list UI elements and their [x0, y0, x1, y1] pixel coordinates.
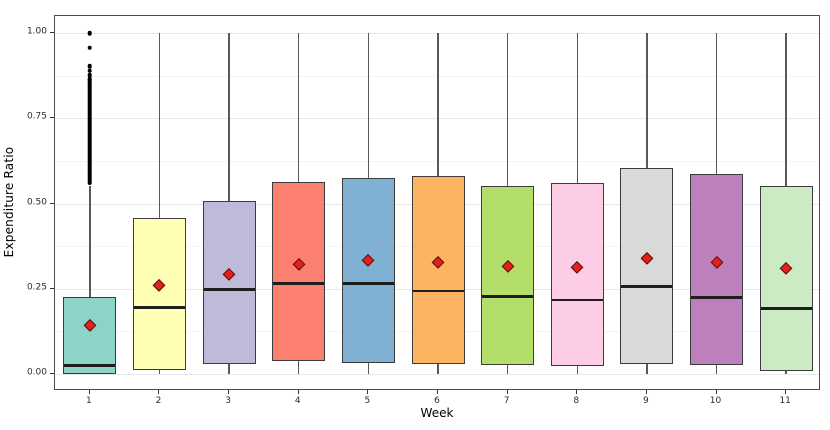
median-week-5	[342, 282, 394, 285]
upper-whisker-week-5	[367, 33, 370, 179]
x-tick-mark	[158, 390, 160, 394]
x-tick-mark	[437, 390, 438, 394]
x-tick-label: 10	[709, 396, 722, 406]
plot-panel	[54, 15, 820, 390]
x-tick-label: 11	[779, 396, 791, 406]
x-tick-mark	[506, 390, 508, 394]
box-week-6	[411, 175, 465, 364]
y-tick-label: 1.00	[26, 26, 47, 37]
box-week-1	[63, 297, 117, 374]
upper-whisker-week-8	[576, 33, 578, 184]
outlier-dot-week-1	[87, 63, 93, 69]
outlier-dot-week-1	[87, 45, 93, 50]
y-tick-mark	[50, 287, 54, 289]
median-week-7	[482, 295, 534, 298]
box-week-9	[620, 167, 674, 364]
x-tick-mark	[297, 390, 299, 394]
x-tick-mark	[367, 390, 369, 394]
gridline-major	[55, 33, 819, 35]
gridline-minor	[55, 75, 819, 77]
median-week-6	[412, 289, 464, 293]
lower-whisker-week-10	[715, 365, 718, 374]
upper-whisker-week-4	[298, 33, 300, 182]
x-tick-mark	[785, 390, 787, 394]
upper-whisker-week-6	[437, 33, 439, 176]
median-week-1	[64, 364, 116, 367]
y-tick-label: 0.50	[26, 197, 47, 207]
box-week-8	[550, 183, 604, 367]
median-week-11	[760, 307, 812, 310]
outlier-dot-week-1	[87, 30, 93, 36]
upper-whisker-week-9	[646, 33, 648, 168]
x-tick-label: 1	[85, 396, 92, 406]
median-week-8	[551, 298, 603, 302]
gridline-major	[55, 373, 819, 375]
lower-whisker-week-9	[646, 363, 648, 374]
median-week-3	[203, 288, 255, 291]
x-tick-label: 4	[294, 396, 301, 406]
outlier-dot-week-1	[87, 72, 93, 78]
lower-whisker-week-3	[228, 363, 230, 374]
box-week-4	[272, 181, 326, 361]
x-tick-label: 5	[364, 396, 371, 406]
upper-whisker-week-7	[506, 33, 509, 187]
outlier-dense-stack-week-1	[87, 78, 93, 186]
x-tick-mark	[576, 390, 578, 394]
median-week-10	[691, 296, 743, 299]
box-week-2	[132, 217, 186, 370]
y-tick-mark	[50, 117, 54, 119]
upper-whisker-week-1	[89, 186, 91, 298]
y-tick-label: 0.00	[26, 367, 47, 378]
outlier-dot-week-1	[87, 76, 93, 82]
median-week-4	[273, 282, 325, 285]
y-tick-label: 0.25	[26, 282, 47, 293]
x-tick-label: 2	[155, 396, 162, 406]
x-tick-label: 3	[225, 396, 231, 406]
x-tick-mark	[715, 390, 717, 394]
median-week-9	[621, 285, 673, 288]
lower-whisker-week-2	[158, 369, 161, 374]
y-tick-label: 0.75	[26, 111, 47, 122]
gridline-minor	[55, 160, 819, 162]
x-tick-label: 9	[643, 396, 649, 406]
lower-whisker-week-5	[367, 362, 370, 374]
y-tick-mark	[50, 32, 54, 34]
box-week-10	[690, 173, 744, 366]
lower-whisker-week-4	[298, 361, 300, 374]
x-tick-mark	[645, 390, 647, 394]
median-week-2	[133, 306, 185, 309]
box-week-3	[202, 201, 256, 364]
x-axis-title: Week	[420, 406, 454, 420]
x-tick-mark	[228, 390, 230, 394]
box-week-7	[481, 186, 535, 366]
gridline-major	[55, 118, 819, 120]
x-tick-label: 7	[503, 396, 510, 406]
y-tick-mark	[50, 372, 54, 374]
x-tick-label: 6	[434, 396, 440, 406]
upper-whisker-week-10	[715, 33, 718, 174]
outlier-dot-week-1	[87, 68, 93, 73]
x-tick-label: 8	[573, 396, 580, 406]
upper-whisker-week-2	[158, 33, 161, 218]
box-week-5	[341, 178, 395, 363]
x-tick-mark	[88, 390, 90, 394]
lower-whisker-week-8	[576, 366, 578, 374]
upper-whisker-week-3	[228, 33, 230, 202]
lower-whisker-week-11	[785, 370, 787, 374]
box-week-11	[759, 186, 813, 371]
upper-whisker-week-11	[785, 33, 787, 187]
lower-whisker-week-6	[437, 363, 439, 374]
lower-whisker-week-7	[506, 365, 509, 374]
y-tick-mark	[50, 202, 54, 204]
